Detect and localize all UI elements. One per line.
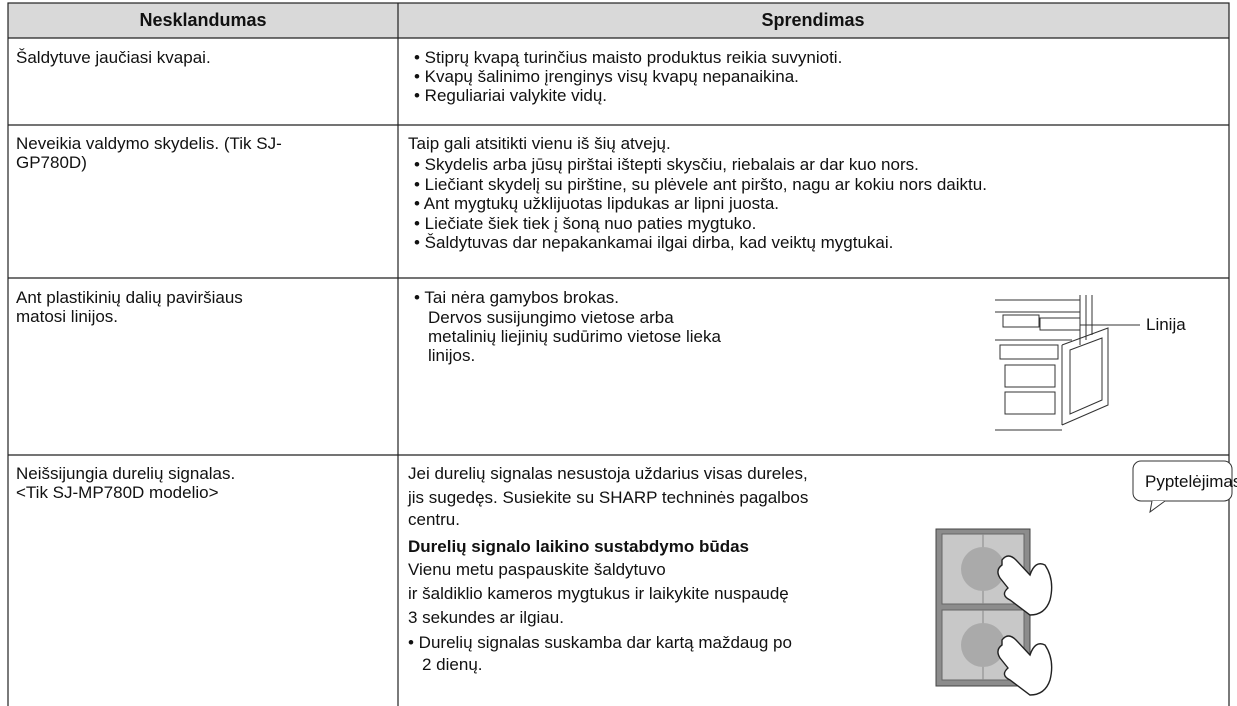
problem-text: Šaldytuve jaučiasi kvapai.: [16, 48, 211, 67]
problem-text: Neišsijungia durelių signalas.: [16, 464, 236, 483]
solution-text: centru.: [408, 510, 460, 529]
solution-text: • Liečiate šiek tiek į šoną nuo paties m…: [414, 214, 757, 233]
solution-text: Jei durelių signalas nesustoja uždarius …: [408, 464, 808, 483]
solution-text: ir šaldiklio kameros mygtukus ir laikyki…: [408, 584, 789, 603]
solution-text: 2 dienų.: [422, 655, 483, 674]
problem-text: Ant plastikinių dalių paviršiaus: [16, 288, 243, 307]
solution-text: • Durelių signalas suskamba dar kartą ma…: [408, 633, 792, 652]
problem-text: GP780D): [16, 153, 87, 172]
solution-text: jis sugedęs. Susiekite su SHARP techninė…: [408, 488, 809, 507]
header-cell: Nesklandumas: [139, 10, 267, 30]
fridge-sketch: [995, 295, 1140, 431]
solution-text: • Stiprų kvapą turinčius maisto produktu…: [414, 48, 843, 67]
solution-text: • Kvapų šalinimo įrenginys visų kvapų ne…: [414, 67, 799, 86]
problem-text: <Tik SJ-MP780D modelio>: [16, 483, 219, 502]
solution-text: 3 sekundes ar ilgiau.: [408, 608, 564, 627]
solution-text: • Ant mygtukų užklijuotas lipdukas ar li…: [414, 194, 780, 213]
problem-text: Neveikia valdymo skydelis. (Tik SJ-: [16, 134, 282, 153]
figure-label: Linija: [1146, 315, 1186, 334]
solution-text: linijos.: [428, 346, 476, 365]
solution-text: Vienu metu paspauskite šaldytuvo: [408, 560, 666, 579]
solution-text: • Reguliariai valykite vidų.: [414, 86, 608, 105]
button-figure: [935, 460, 1233, 696]
solution-text: • Šaldytuvas dar nepakankamai ilgai dirb…: [414, 233, 894, 252]
solution-text: metalinių liejinių sudūrimo vietose liek…: [428, 327, 721, 346]
solution-text: • Skydelis arba jūsų pirštai ištepti sky…: [414, 155, 919, 174]
problem-text: matosi linijos.: [16, 307, 119, 326]
header-cell: Sprendimas: [761, 10, 865, 30]
solution-text: Taip gali atsitikti vienu iš šių atvejų.: [408, 134, 671, 153]
figure-label: Pyptelėjimas 3x: [1145, 472, 1237, 491]
solution-text: • Liečiant skydelį su pirštine, su plėve…: [414, 175, 987, 194]
solution-text: • Tai nėra gamybos brokas.: [414, 288, 620, 307]
solution-heading: Durelių signalo laikino sustabdymo būdas: [408, 537, 750, 556]
solution-text: Dervos susijungimo vietose arba: [428, 308, 674, 327]
